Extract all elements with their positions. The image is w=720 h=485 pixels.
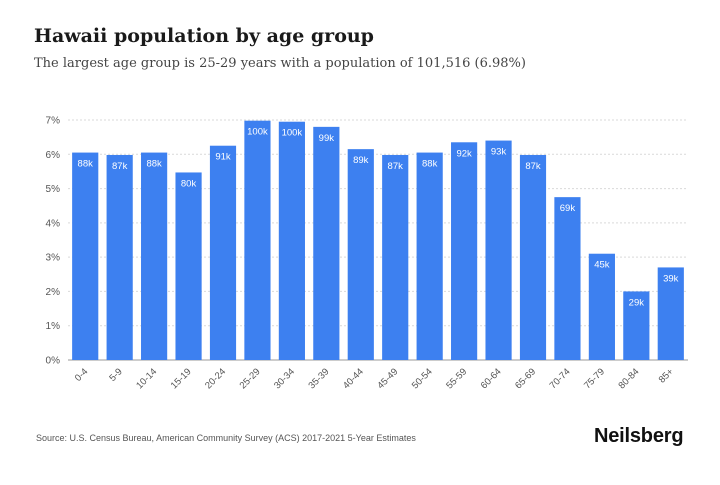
bar-30-34 [278, 121, 305, 360]
x-tick-label: 15-19 [169, 366, 194, 391]
x-tick-label: 65-69 [513, 366, 538, 391]
data-label-layer: 88k 87k 88k 80k 91k 100k 100k 99k 89k 87k 88k 92k 93… [78, 127, 679, 309]
bar-85+ [657, 267, 684, 360]
bar-0-4 [72, 152, 99, 360]
data-label: 29k [629, 297, 645, 308]
y-tick-label: 0% [46, 356, 61, 367]
x-tick-label: 35-39 [306, 366, 331, 391]
x-tick-label: 80-84 [616, 366, 641, 391]
grid-layer [68, 119, 688, 361]
data-label: 88k [422, 159, 438, 170]
x-tick-label: 45-49 [375, 366, 400, 391]
x-tick-label: 50-54 [410, 366, 435, 391]
y-axis: 0% 1% 2% 3% 4% 5% 6% 7% [46, 116, 61, 367]
bar-60-64 [485, 140, 512, 360]
x-tick-label: 70-74 [548, 366, 573, 391]
bar-80-84 [623, 291, 650, 360]
bar-55-59 [451, 142, 478, 360]
y-tick-label: 6% [46, 150, 61, 161]
data-label: 100k [247, 127, 268, 138]
data-label: 93k [491, 147, 507, 158]
bar-5-9 [106, 154, 133, 360]
y-tick-label: 4% [46, 218, 61, 229]
data-label: 91k [215, 152, 231, 163]
y-tick-label: 5% [46, 184, 61, 195]
y-tick-label: 7% [46, 116, 61, 127]
bar-75-79 [588, 253, 615, 360]
bar-15-19 [175, 172, 202, 360]
data-label: 92k [456, 148, 472, 159]
data-label: 39k [663, 273, 679, 284]
bar-70-74 [554, 197, 581, 360]
data-label: 80k [181, 178, 197, 189]
bar-35-39 [313, 126, 340, 360]
bar-layer [72, 120, 684, 360]
data-label: 87k [112, 161, 128, 172]
data-label: 99k [319, 133, 335, 144]
source-note: Source: U.S. Census Bureau, American Com… [36, 433, 416, 443]
x-tick-label: 60-64 [479, 366, 504, 391]
x-tick-label: 75-79 [582, 366, 607, 391]
bar-65-69 [519, 154, 547, 360]
x-tick-label: 25-29 [238, 366, 263, 391]
data-label: 45k [594, 260, 610, 271]
y-tick-label: 3% [46, 253, 61, 264]
neilsberg-logo: Neilsberg [594, 425, 684, 447]
x-axis: 0-4 5-9 10-14 15-19 20-24 25-29 30-34 35-39 40-4… [73, 366, 676, 391]
y-tick-label: 1% [46, 321, 61, 332]
chart-title: Hawaii population by age group [34, 25, 374, 47]
bar-10-14 [141, 152, 168, 360]
x-tick-label: 10-14 [134, 366, 159, 391]
data-label: 88k [146, 159, 162, 170]
data-label: 87k [388, 161, 404, 172]
data-label: 69k [560, 203, 576, 214]
bar-50-54 [416, 152, 443, 360]
chart-subtitle: The largest age group is 25-29 years wit… [34, 56, 526, 71]
bar-20-24 [209, 145, 237, 360]
data-label: 100k [282, 128, 303, 139]
x-tick-label: 40-44 [341, 366, 366, 391]
x-tick-label: 55-59 [444, 366, 469, 391]
y-tick-label: 2% [46, 287, 61, 298]
x-tick-label: 5-9 [107, 366, 124, 383]
data-label: 89k [353, 155, 369, 166]
data-label: 87k [525, 161, 541, 172]
x-tick-label: 30-34 [272, 366, 297, 391]
x-tick-label: 20-24 [203, 366, 228, 391]
x-tick-label: 0-4 [73, 366, 90, 383]
bar-40-44 [347, 149, 374, 360]
bar-45-49 [382, 154, 409, 360]
bar-25-29 [244, 120, 271, 360]
x-tick-label: 85+ [657, 366, 676, 385]
data-label: 88k [78, 159, 94, 170]
